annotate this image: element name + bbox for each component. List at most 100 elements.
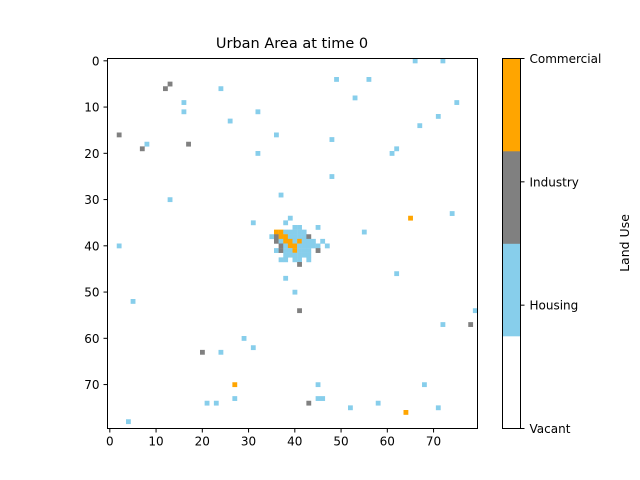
heatmap-cell: [218, 349, 224, 355]
heatmap-cell: [297, 252, 302, 258]
heatmap-cell: [297, 257, 302, 263]
heatmap-cell: [348, 405, 353, 411]
heatmap-cell: [274, 238, 279, 244]
heatmap-cell: [440, 322, 446, 327]
heatmap-cell: [292, 243, 298, 249]
heatmap-cell: [287, 234, 293, 240]
heatmap-cell: [283, 252, 289, 258]
x-tick-label: 40: [287, 435, 302, 449]
heatmap-cell: [297, 248, 302, 253]
heatmap-cell: [232, 396, 238, 401]
heatmap-cell: [227, 118, 233, 124]
colorbar-segment: [502, 151, 521, 244]
x-tick-label: 30: [241, 435, 256, 449]
heatmap-cell: [449, 211, 455, 216]
heatmap-cell: [440, 58, 446, 64]
heatmap-cell: [130, 299, 136, 304]
colorbar: Vacant Housing Industry Commercial: [502, 52, 602, 436]
heatmap-cell: [301, 248, 307, 253]
y-tick-label: 20: [84, 147, 99, 161]
heatmap-cell: [311, 243, 316, 249]
heatmap-cell: [283, 229, 289, 235]
heatmap-cell: [394, 271, 400, 277]
x-tick-label: 50: [333, 435, 348, 449]
heatmap-cell: [283, 220, 289, 226]
colorbar-tick-label: Industry: [530, 175, 579, 189]
heatmap-cell: [278, 243, 284, 249]
heatmap-cell: [232, 382, 238, 388]
heatmap-cell: [408, 215, 413, 221]
heatmap-cell: [116, 132, 122, 138]
heatmap-cell: [144, 141, 150, 147]
heatmap-cell: [292, 238, 298, 244]
heatmap-cell: [167, 81, 173, 87]
heatmap-cell: [301, 243, 307, 249]
heatmap-cell: [269, 234, 275, 240]
heatmap-cell: [297, 243, 302, 249]
heatmap-cell: [301, 238, 307, 244]
x-tick-label: 10: [148, 435, 163, 449]
heatmap-cell: [334, 77, 339, 82]
y-tick-label: 70: [84, 378, 99, 392]
heatmap-cell: [306, 238, 312, 244]
heatmap-cell: [218, 86, 224, 92]
heatmap-cell: [292, 229, 298, 235]
y-axis: 0 10 20 30 40 50 60 70: [84, 54, 108, 392]
heatmap-cell: [278, 248, 284, 253]
chart-title: Urban Area at time 0: [216, 36, 368, 52]
y-tick-label: 10: [84, 101, 99, 115]
heatmap-cell: [283, 234, 289, 240]
heatmap-cell: [454, 100, 460, 105]
heatmap-cell: [139, 146, 145, 152]
heatmap-cell: [213, 400, 219, 406]
heatmap-cell: [324, 243, 330, 249]
heatmap-cell: [329, 174, 335, 179]
heatmap-cell: [292, 289, 298, 295]
heatmap-cell: [181, 100, 187, 105]
colorbar-segment: [502, 336, 521, 429]
heatmap-cell: [306, 248, 312, 253]
heatmap-cell: [301, 229, 307, 235]
heatmap-cell: [292, 225, 298, 230]
colorbar-segment: [502, 58, 521, 152]
heatmap-cell: [375, 400, 381, 406]
colorbar-segment: [502, 243, 521, 337]
heatmap-cell: [315, 248, 321, 253]
x-tick-label: 0: [106, 435, 114, 449]
heatmap-cell: [435, 405, 441, 411]
x-tick-label: 20: [195, 435, 210, 449]
y-tick-label: 40: [84, 239, 99, 253]
heatmap-cell: [394, 146, 400, 152]
heatmap-cell: [301, 234, 307, 240]
heatmap-cell: [283, 257, 289, 263]
heatmap-cell: [297, 308, 302, 314]
heatmap-cell: [283, 275, 289, 281]
heatmap-cell: [297, 234, 302, 240]
heatmap-cell: [468, 322, 474, 327]
heatmap-cell: [241, 336, 247, 341]
heatmap-cell: [287, 215, 293, 221]
colorbar-tick-label: Vacant: [530, 422, 571, 436]
heatmap-cell: [283, 248, 289, 253]
heatmap-cell: [163, 86, 168, 92]
heatmap-cell: [306, 400, 312, 406]
heatmap-cell: [287, 248, 293, 253]
heatmap-cell: [306, 243, 312, 249]
heatmap-cell: [274, 132, 279, 138]
colorbar-tick-label: Commercial: [530, 52, 602, 66]
heatmap-cell: [287, 238, 293, 244]
heatmap-cell: [315, 382, 321, 388]
heatmap-cell: [283, 238, 289, 244]
plot-frame: [107, 58, 478, 429]
heatmap-cell: [306, 234, 312, 240]
colorbar-frame: [502, 58, 521, 429]
heatmap-cell: [200, 349, 205, 355]
x-tick-label: 60: [380, 435, 395, 449]
heatmap-cells: [116, 58, 478, 425]
heatmap-cell: [274, 248, 279, 253]
heatmap-cell: [297, 262, 302, 267]
heatmap-cell: [403, 410, 409, 415]
heatmap-cell: [255, 151, 261, 156]
heatmap-cell: [472, 308, 478, 314]
